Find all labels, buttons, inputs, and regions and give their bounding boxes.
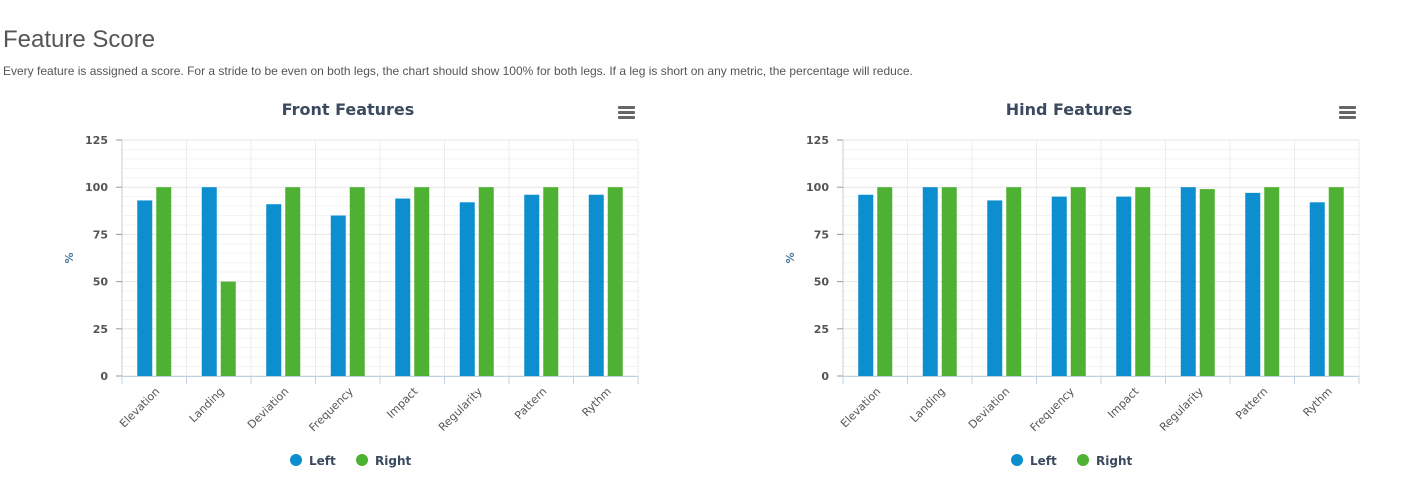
x-category-label: Regularity bbox=[1157, 385, 1206, 434]
bar-right-pattern[interactable] bbox=[1264, 187, 1280, 376]
bar-right-regularity[interactable] bbox=[478, 187, 494, 376]
bar-left-frequency[interactable] bbox=[1051, 196, 1067, 376]
legend-marker-icon bbox=[356, 454, 368, 466]
x-category-label: Deviation bbox=[966, 385, 1012, 431]
front-features-chart: Front Features 0 25 50 75 100 125% Elevation Lan… bbox=[0, 92, 690, 482]
x-category-label: Rythm bbox=[1301, 385, 1335, 419]
y-tick-label: 0 bbox=[821, 370, 829, 383]
bar-left-landing[interactable] bbox=[922, 187, 938, 376]
legend-marker-icon bbox=[290, 454, 302, 466]
bar-left-deviation[interactable] bbox=[987, 200, 1003, 376]
bar-left-pattern[interactable] bbox=[524, 194, 540, 376]
bar-left-elevation[interactable] bbox=[858, 194, 874, 376]
bar-right-frequency[interactable] bbox=[349, 187, 365, 376]
chart-legend: Left Right bbox=[290, 454, 411, 468]
legend-marker-icon bbox=[1077, 454, 1089, 466]
bar-left-rythm[interactable] bbox=[1309, 202, 1325, 376]
legend-label: Right bbox=[1096, 454, 1132, 468]
y-tick-label: 25 bbox=[93, 323, 108, 336]
page-subtitle: Every feature is assigned a score. For a… bbox=[3, 64, 913, 78]
x-category-label: Landing bbox=[908, 385, 948, 425]
bar-right-elevation[interactable] bbox=[156, 187, 172, 376]
bar-right-rythm[interactable] bbox=[607, 187, 623, 376]
legend-label: Left bbox=[1030, 454, 1057, 468]
legend-item-right[interactable]: Right bbox=[1077, 454, 1132, 468]
legend-label: Left bbox=[309, 454, 336, 468]
y-tick-label: 75 bbox=[93, 228, 108, 241]
bar-left-pattern[interactable] bbox=[1245, 192, 1261, 376]
y-tick-label: 75 bbox=[814, 228, 829, 241]
bar-right-landing[interactable] bbox=[941, 187, 957, 376]
bar-right-rythm[interactable] bbox=[1328, 187, 1344, 376]
bar-left-rythm[interactable] bbox=[588, 194, 604, 376]
bar-left-elevation[interactable] bbox=[137, 200, 153, 376]
hamburger-menu-icon[interactable] bbox=[618, 105, 636, 121]
bar-left-regularity[interactable] bbox=[459, 202, 475, 376]
legend-label: Right bbox=[375, 454, 411, 468]
y-axis-title: % bbox=[784, 252, 797, 263]
bar-left-impact[interactable] bbox=[1116, 196, 1132, 376]
legend-item-left[interactable]: Left bbox=[290, 454, 336, 468]
bar-right-deviation[interactable] bbox=[1006, 187, 1022, 376]
chart-legend: Left Right bbox=[1011, 454, 1132, 468]
x-category-label: Impact bbox=[1105, 384, 1142, 421]
bar-right-landing[interactable] bbox=[220, 281, 236, 376]
x-category-label: Regularity bbox=[436, 385, 485, 434]
chart-svg: Hind Features 0 25 50 75 100 125% Elevation Land… bbox=[784, 100, 1360, 468]
x-category-label: Rythm bbox=[580, 385, 614, 419]
bar-right-impact[interactable] bbox=[1135, 187, 1151, 376]
x-category-label: Deviation bbox=[245, 385, 291, 431]
chart-title: Hind Features bbox=[1006, 100, 1133, 119]
bar-left-impact[interactable] bbox=[395, 198, 411, 376]
bar-right-impact[interactable] bbox=[414, 187, 430, 376]
chart-svg: Front Features 0 25 50 75 100 125% Elevation Lan… bbox=[63, 100, 639, 468]
y-tick-label: 100 bbox=[85, 181, 108, 194]
y-tick-label: 50 bbox=[93, 276, 109, 289]
x-category-label: Impact bbox=[384, 384, 421, 421]
x-category-label: Elevation bbox=[117, 385, 162, 430]
bar-right-frequency[interactable] bbox=[1070, 187, 1086, 376]
x-category-label: Frequency bbox=[1027, 385, 1077, 435]
hind-features-chart: Hind Features 0 25 50 75 100 125% Elevation Land… bbox=[721, 92, 1411, 482]
grid-lines bbox=[121, 139, 639, 377]
x-category-label: Pattern bbox=[512, 385, 549, 422]
y-tick-label: 50 bbox=[814, 276, 830, 289]
chart-title: Front Features bbox=[282, 100, 415, 119]
bar-right-regularity[interactable] bbox=[1199, 189, 1215, 376]
y-tick-label: 0 bbox=[100, 370, 108, 383]
bar-right-deviation[interactable] bbox=[285, 187, 301, 376]
y-tick-label: 125 bbox=[85, 134, 108, 147]
grid-lines bbox=[842, 139, 1360, 377]
bar-left-frequency[interactable] bbox=[330, 215, 346, 376]
bar-left-deviation[interactable] bbox=[266, 204, 282, 376]
bar-left-landing[interactable] bbox=[201, 187, 217, 376]
legend-marker-icon bbox=[1011, 454, 1023, 466]
page-title: Feature Score bbox=[3, 26, 156, 53]
bar-right-elevation[interactable] bbox=[877, 187, 893, 376]
x-category-label: Frequency bbox=[306, 385, 356, 435]
x-category-label: Landing bbox=[187, 385, 227, 425]
x-category-label: Pattern bbox=[1233, 385, 1270, 422]
bar-right-pattern[interactable] bbox=[543, 187, 559, 376]
y-tick-label: 100 bbox=[806, 181, 829, 194]
bar-left-regularity[interactable] bbox=[1180, 187, 1196, 376]
y-axis-title: % bbox=[63, 252, 76, 263]
hamburger-menu-icon[interactable] bbox=[1339, 105, 1357, 121]
y-tick-label: 25 bbox=[814, 323, 829, 336]
x-category-label: Elevation bbox=[838, 385, 883, 430]
y-tick-label: 125 bbox=[806, 134, 829, 147]
legend-item-right[interactable]: Right bbox=[356, 454, 411, 468]
legend-item-left[interactable]: Left bbox=[1011, 454, 1057, 468]
